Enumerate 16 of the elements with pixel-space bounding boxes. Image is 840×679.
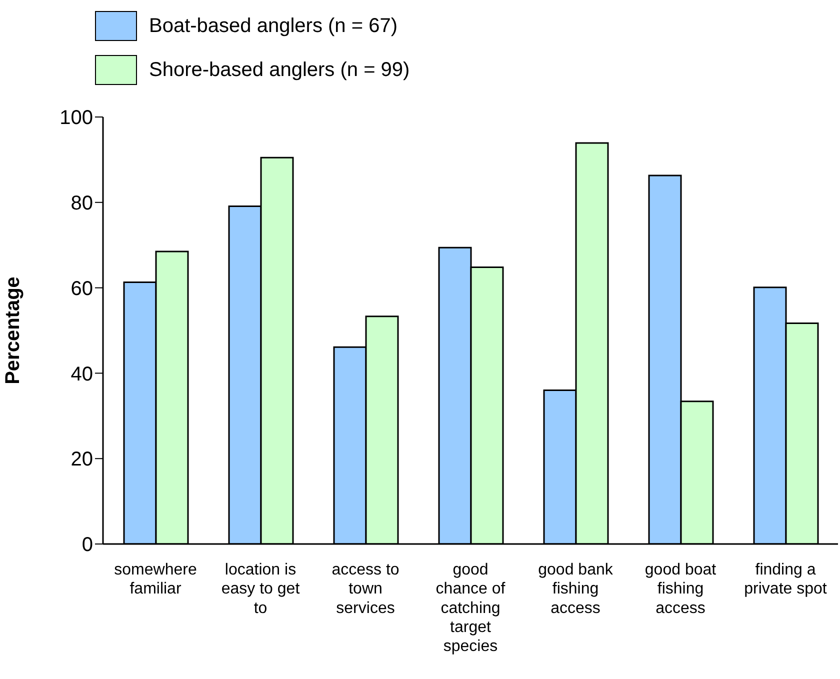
x-tick-label: good boat fishing access (644, 561, 717, 617)
y-tick-label: 0 (82, 534, 93, 556)
x-tick-label: location is easy to get to (221, 561, 300, 617)
y-tick-label: 60 (70, 278, 93, 300)
y-tick-label: 100 (60, 107, 93, 130)
x-tick-label: somewhere familiar (114, 561, 197, 598)
y-axis-title: Percentage (2, 276, 24, 384)
y-tick-label: 80 (70, 192, 93, 214)
x-tick-label: finding a private spot (744, 561, 828, 598)
legend-label: Boat-based anglers (n = 67) (149, 14, 398, 38)
legend-label: Shore-based anglers (n = 99) (149, 58, 410, 82)
y-tick-label: 40 (70, 363, 93, 386)
x-tick-label: access to town services (332, 561, 400, 617)
x-tick-label: good chance of catching target species (436, 561, 506, 656)
y-tick-label: 20 (70, 448, 93, 471)
x-tick-label: good bank fishing access (538, 561, 614, 617)
